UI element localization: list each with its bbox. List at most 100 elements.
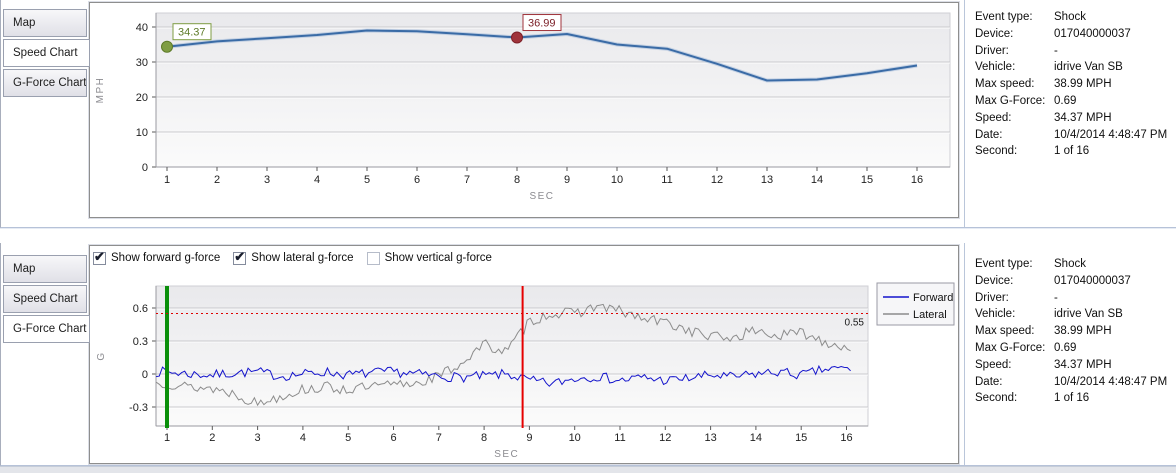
checkbox-show-lateral-g-force[interactable]: ✔ Show lateral g-force [233,248,354,265]
lateral-gforce-line [155,303,851,407]
detail-label: Device: [975,27,1014,40]
svg-text:12: 12 [659,432,671,444]
detail-label: Device: [975,274,1014,287]
checkbox-label: Show vertical g-force [384,252,492,264]
gforce-chart-container: ✔ Show forward g-force ✔ Show lateral g-for… [89,245,959,464]
detail-value: 0.69 [1054,341,1077,354]
detail-label: Second: [975,145,1018,158]
detail-row-device: Device: 017040000037 [975,26,1176,43]
speed-line [166,29,918,82]
detail-row-speed: Speed: 34.37 MPH [975,357,1176,374]
detail-value: 017040000037 [1054,27,1131,40]
detail-row-device: Device: 017040000037 [975,273,1176,290]
checkbox-unchecked-icon [366,251,380,265]
svg-text:5: 5 [345,432,351,444]
detail-value: 1 of 16 [1054,145,1090,158]
detail-value: idrive Van SB [1054,61,1123,74]
detail-row-max-speed: Max speed: 38.99 MPH [975,323,1176,340]
checkbox-checked-icon: ✔ [93,250,106,265]
detail-row-event-type: Event type: Shock [975,9,1176,26]
svg-text:1: 1 [164,432,170,444]
detail-label: Max speed: [975,325,1035,338]
detail-value: Shock [1054,258,1086,270]
detail-label: Date: [975,128,1003,141]
forward-gforce-line [156,364,851,387]
detail-value: - [1054,291,1058,304]
svg-text:20: 20 [136,92,148,104]
checkbox-checked-icon: ✔ [233,248,247,265]
svg-text:11: 11 [661,174,672,186]
svg-text:4: 4 [314,174,320,186]
svg-text:8: 8 [481,432,487,444]
svg-text:14: 14 [750,432,762,444]
detail-label: Date: [975,375,1003,388]
detail-value: 10/4/2014 4:48:47 PM [1054,375,1168,388]
tab-g-force-chart[interactable]: G-Force Chart [3,315,90,343]
detail-label: Speed: [975,111,1012,124]
detail-label: Max speed: [975,78,1035,91]
event-details-panel: Event type: Shock Device: 017040000037 Drive… [964,0,1176,227]
svg-text:30: 30 [136,57,148,69]
detail-row-date: Date: 10/4/2014 4:48:47 PM [975,127,1176,144]
checkbox-show-vertical-g-force[interactable]: Show vertical g-force [366,251,492,265]
detail-value: 10/4/2014 4:48:47 PM [1054,128,1168,141]
speed-chart-panel: Map Speed Chart G-Force Chart 0 10 20 30 40 1 2 3… [0,0,1176,228]
detail-row-max-g-force: Max G-Force: 0.69 [975,93,1176,110]
checkbox-label: Show forward g-force [111,252,221,264]
detail-value: 0.69 [1054,94,1077,107]
checkbox-label: Show lateral g-force [251,252,354,264]
svg-text:7: 7 [436,432,442,444]
detail-row-date: Date: 10/4/2014 4:48:47 PM [975,374,1176,391]
svg-text:6: 6 [390,432,396,444]
svg-text:4: 4 [300,432,306,444]
check-icon: ✔ [234,248,246,264]
tab-map[interactable]: Map [3,255,87,283]
detail-row-second: Second: 1 of 16 [975,390,1176,407]
detail-row-vehicle: Vehicle: idrive Van SB [975,306,1176,323]
svg-text:16: 16 [840,432,852,444]
svg-text:11: 11 [614,432,625,444]
tab-g-force-chart[interactable]: G-Force Chart [3,69,87,97]
speed-marker-34-37 [161,40,173,53]
svg-text:13: 13 [704,432,716,444]
speed-panel-tab-column: Map Speed Chart G-Force Chart [1,0,90,227]
detail-label: Event type: [975,11,1033,23]
detail-label: Driver: [975,291,1009,304]
tab-speed-chart[interactable]: Speed Chart [3,39,90,67]
svg-text:9: 9 [564,174,570,186]
gforce-chart: -0.300.30.61 2 3 4 5 6 7 8 9 10 11 12 13 14 15 16GSEC0.… [96,282,955,460]
svg-text:2: 2 [209,432,215,444]
detail-label: Max G-Force: [975,94,1046,107]
svg-text:36.99: 36.99 [528,18,556,30]
detail-label: Max G-Force: [975,341,1046,354]
detail-label: Vehicle: [975,61,1016,74]
speed-annotation-34-37: 34.37 [172,23,212,41]
detail-value: 1 of 16 [1054,392,1090,405]
detail-value: 38.99 MPH [1054,78,1112,91]
svg-text:15: 15 [795,432,807,444]
svg-text:10: 10 [569,432,581,444]
tab-map[interactable]: Map [3,9,87,37]
detail-value: idrive Van SB [1054,308,1123,321]
svg-text:0: 0 [142,369,148,381]
legend: Forward Lateral [876,282,955,326]
svg-text:2: 2 [214,174,220,186]
checkbox-show-forward-g-force[interactable]: ✔ Show forward g-force [93,250,221,265]
svg-text:13: 13 [761,174,773,186]
detail-label: Event type: [975,258,1033,270]
svg-text:12: 12 [711,174,723,186]
gforce-chart-panel: Map Speed Chart G-Force Chart ✔ Show forwar… [0,243,1176,466]
detail-row-max-speed: Max speed: 38.99 MPH [975,76,1176,93]
tab-speed-chart[interactable]: Speed Chart [3,285,87,313]
svg-text:34.37: 34.37 [178,27,206,39]
gforce-panel-tab-column: Map Speed Chart G-Force Chart [1,243,90,465]
detail-value: 017040000037 [1054,274,1131,287]
svg-text:15: 15 [861,174,873,186]
detail-row-max-g-force: Max G-Force: 0.69 [975,340,1176,357]
detail-value: 34.37 MPH [1054,358,1112,371]
legend-forward-label: Forward [913,292,953,304]
legend-lateral-label: Lateral [913,309,947,321]
detail-label: Vehicle: [975,308,1016,321]
svg-text:14: 14 [811,174,823,186]
